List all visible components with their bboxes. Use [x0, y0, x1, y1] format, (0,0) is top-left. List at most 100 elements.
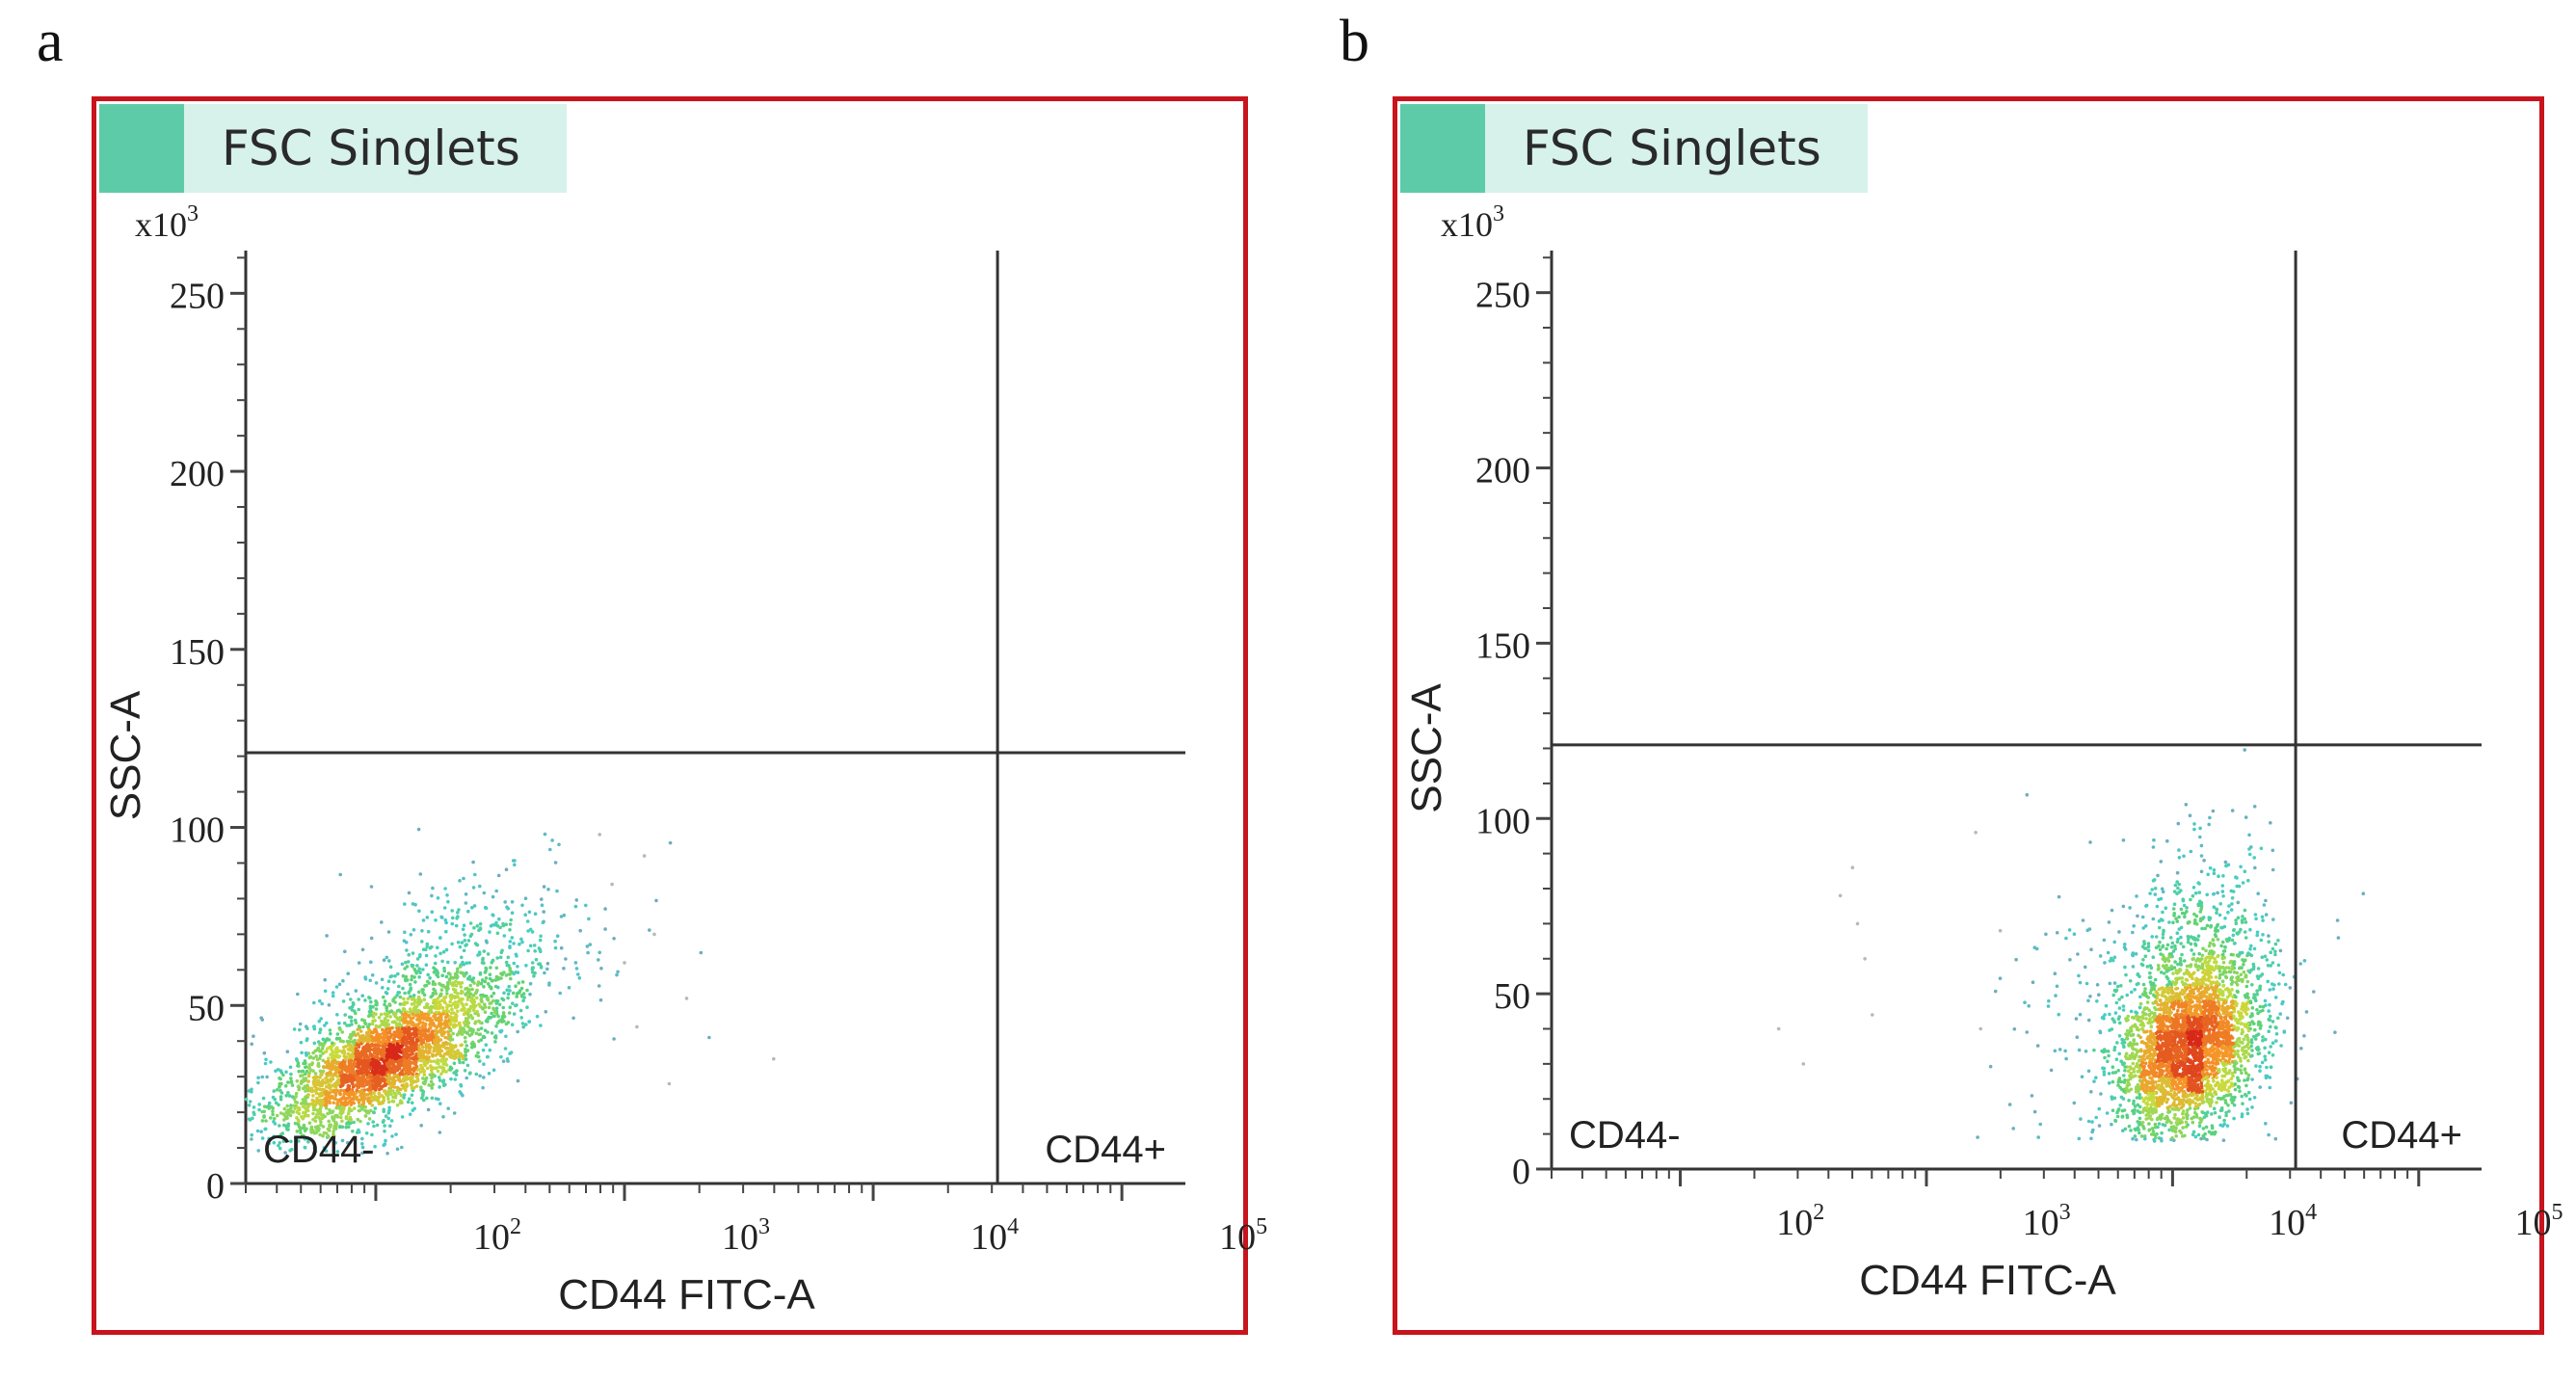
event-point [279, 1088, 282, 1093]
event-point [421, 1040, 426, 1045]
event-point [479, 1038, 484, 1042]
event-point [494, 1006, 499, 1010]
gate-tag-label: FSC Singlets [222, 120, 520, 176]
event-point [468, 1004, 473, 1009]
event-point [371, 1098, 376, 1102]
event-point [326, 1078, 331, 1083]
event-point [455, 970, 460, 973]
event-point [466, 939, 471, 943]
event-point [323, 977, 328, 982]
event-point [391, 1052, 395, 1057]
event-point [379, 1040, 383, 1045]
event-point [2116, 1107, 2121, 1111]
event-point [396, 1061, 401, 1066]
event-point [247, 1117, 252, 1121]
event-point [480, 996, 484, 999]
x-tick-label: 104 [2269, 1200, 2317, 1243]
event-point [392, 980, 396, 984]
event-point [486, 1020, 490, 1024]
plot-frame-a [92, 96, 1248, 1335]
event-point [399, 1063, 403, 1068]
event-point [416, 1067, 421, 1072]
event-point [538, 938, 543, 943]
event-point [354, 1091, 358, 1096]
event-point [422, 1033, 427, 1037]
event-point [427, 1010, 431, 1014]
event-point [483, 979, 488, 984]
event-point [479, 981, 484, 986]
event-point [413, 980, 417, 984]
event-point [510, 911, 515, 915]
event-point [435, 1038, 439, 1043]
event-point [2269, 1024, 2272, 1029]
event-point [296, 1123, 301, 1127]
event-point [315, 1082, 319, 1086]
event-point [340, 1125, 345, 1130]
event-point [468, 921, 473, 925]
event-point [465, 961, 469, 965]
event-point [389, 1009, 394, 1013]
event-point [501, 1011, 506, 1015]
event-point [446, 980, 450, 985]
event-point [2099, 1092, 2103, 1096]
event-point [478, 1059, 482, 1063]
event-point [2119, 1059, 2123, 1063]
event-point [413, 902, 417, 907]
event-point [285, 1104, 290, 1108]
event-point [386, 1052, 391, 1056]
event-point [472, 904, 477, 908]
event-point [301, 1126, 305, 1130]
event-point [540, 903, 544, 907]
event-point [480, 978, 485, 982]
event-point [461, 997, 465, 1001]
event-point [654, 898, 658, 903]
event-point [420, 1066, 425, 1070]
event-point [353, 1038, 357, 1043]
event-point [367, 1027, 371, 1031]
y-multiplier-label: x103 [135, 201, 199, 244]
event-point [528, 992, 532, 997]
event-point [274, 1069, 278, 1073]
event-point [438, 1026, 443, 1030]
event-point [478, 921, 483, 926]
event-point [369, 1034, 374, 1039]
event-point [454, 983, 459, 988]
event-point [318, 1053, 323, 1058]
event-point [485, 1054, 490, 1059]
event-point [455, 972, 459, 976]
event-point [386, 1097, 390, 1101]
event-point [501, 1005, 505, 1010]
event-point [408, 1010, 412, 1014]
event-point [350, 1008, 355, 1012]
event-point [366, 1087, 370, 1092]
event-point [458, 1024, 463, 1027]
event-point [463, 1069, 467, 1073]
event-point [532, 974, 536, 978]
event-point [386, 930, 391, 934]
event-point [347, 1074, 352, 1077]
event-point [349, 1032, 353, 1037]
event-point [2245, 1107, 2249, 1111]
event-point [389, 1119, 394, 1123]
event-point [411, 1075, 414, 1079]
x-tick-label: 103 [722, 1214, 770, 1258]
event-point [387, 1058, 392, 1062]
event-point [436, 945, 439, 949]
event-point [458, 997, 463, 1001]
event-point [362, 1054, 367, 1058]
event-point [317, 1019, 322, 1024]
event-point [311, 1094, 315, 1098]
event-point [475, 924, 480, 928]
event-point [2171, 920, 2175, 924]
event-point [577, 976, 582, 980]
event-point [382, 1047, 385, 1051]
event-point [510, 900, 515, 904]
event-point [400, 1032, 405, 1037]
event-point [404, 1062, 408, 1067]
event-point [363, 977, 368, 981]
event-point [402, 1020, 407, 1024]
event-point [504, 960, 509, 965]
event-point [396, 971, 400, 976]
event-point [382, 1031, 386, 1035]
